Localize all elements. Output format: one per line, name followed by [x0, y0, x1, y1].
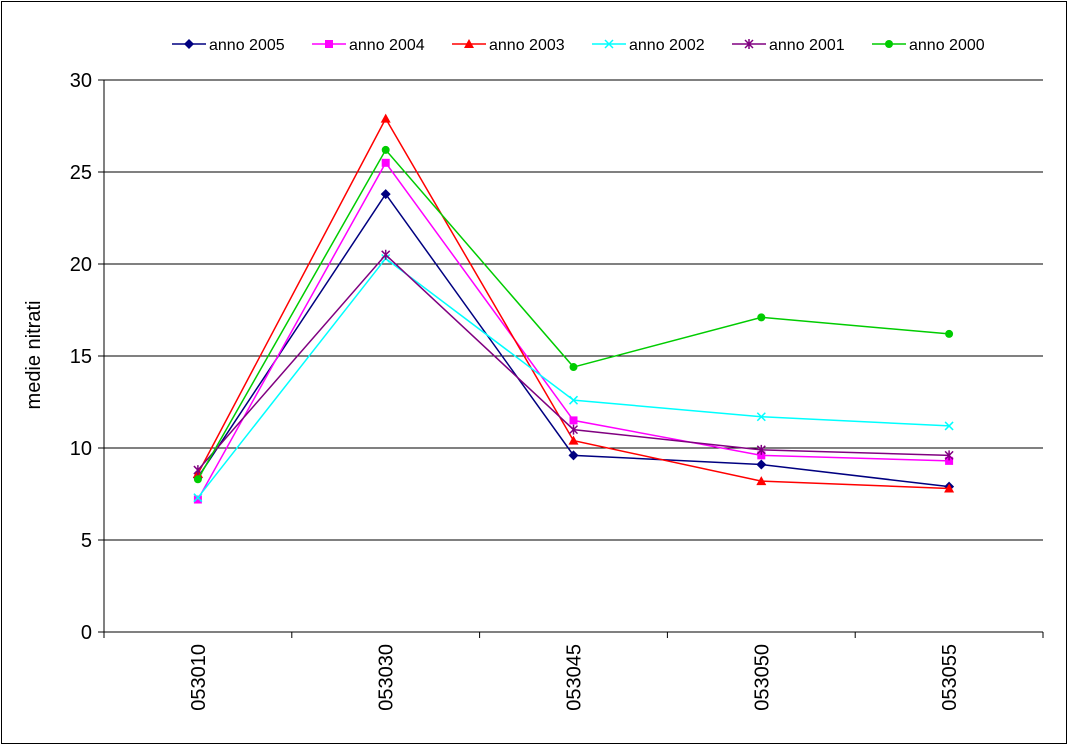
legend-marker — [885, 40, 893, 48]
x-tick-label: 053030 — [376, 644, 398, 711]
legend: anno 2005 anno 2004 anno 2003 anno 2002 anno… — [172, 37, 985, 54]
y-tick-label: 10 — [70, 438, 92, 460]
data-point — [381, 145, 390, 154]
data-point — [568, 435, 579, 445]
data-point — [381, 158, 390, 167]
x-tick-label: 053055 — [939, 644, 961, 711]
data-point — [945, 456, 954, 465]
y-tick-label: 20 — [70, 254, 92, 276]
data-point — [944, 421, 954, 431]
y-tick-labels: 0 5 10 15 20 25 30 — [70, 70, 92, 644]
data-point — [944, 483, 955, 493]
data-point — [945, 329, 954, 338]
legend-label: anno 2000 — [909, 37, 985, 54]
data-point — [757, 313, 766, 322]
legend-marker — [325, 40, 333, 48]
legend-label: anno 2004 — [349, 37, 425, 54]
legend-marker — [184, 39, 194, 49]
data-point — [193, 495, 202, 504]
legend-label: anno 2002 — [629, 37, 705, 54]
axes — [98, 79, 1044, 638]
x-tick-label: 053010 — [188, 644, 210, 711]
data-point — [380, 189, 391, 200]
data-point — [756, 476, 767, 486]
data-point — [944, 450, 954, 461]
data-point — [380, 113, 391, 123]
legend-label: anno 2005 — [209, 37, 285, 54]
legend-item: anno 2005 — [172, 37, 285, 54]
legend-item: anno 2004 — [312, 37, 425, 54]
legend-item: anno 2000 — [872, 37, 985, 54]
x-tick-label: 053050 — [751, 644, 773, 711]
data-point — [193, 493, 203, 503]
y-axis-label: medie nitrati — [23, 301, 45, 410]
series-anno-2000 — [193, 145, 954, 484]
series-anno-2001 — [193, 249, 954, 476]
legend-marker — [464, 39, 474, 48]
data-point — [756, 412, 766, 422]
y-tick-label: 5 — [81, 530, 92, 552]
data-point — [568, 450, 579, 461]
data-point — [756, 444, 766, 455]
y-tick-label: 30 — [70, 70, 92, 92]
data-point — [757, 451, 766, 460]
data-point — [193, 465, 203, 476]
legend-marker — [744, 39, 754, 49]
legend-marker — [604, 39, 614, 49]
x-tick-labels: 053010 053030 053045 053050 053055 — [188, 644, 961, 711]
data-point — [568, 424, 579, 435]
legend-item: anno 2003 — [452, 37, 565, 54]
data-point — [381, 249, 391, 260]
y-tick-label: 25 — [70, 162, 92, 184]
x-tick-label: 053045 — [564, 644, 586, 711]
series-anno-2004 — [193, 158, 954, 504]
y-tick-label: 15 — [70, 346, 92, 368]
legend-label: anno 2003 — [489, 37, 565, 54]
data-point — [568, 395, 579, 405]
y-tick-label: 0 — [81, 622, 92, 644]
data-point — [569, 363, 578, 372]
data-point — [756, 459, 767, 470]
series-group — [192, 113, 955, 504]
data-point — [569, 416, 578, 425]
legend-item: anno 2002 — [592, 37, 705, 54]
data-point — [193, 475, 202, 484]
series-anno-2003 — [192, 113, 955, 493]
legend-label: anno 2001 — [769, 37, 845, 54]
legend-item: anno 2001 — [732, 37, 845, 54]
